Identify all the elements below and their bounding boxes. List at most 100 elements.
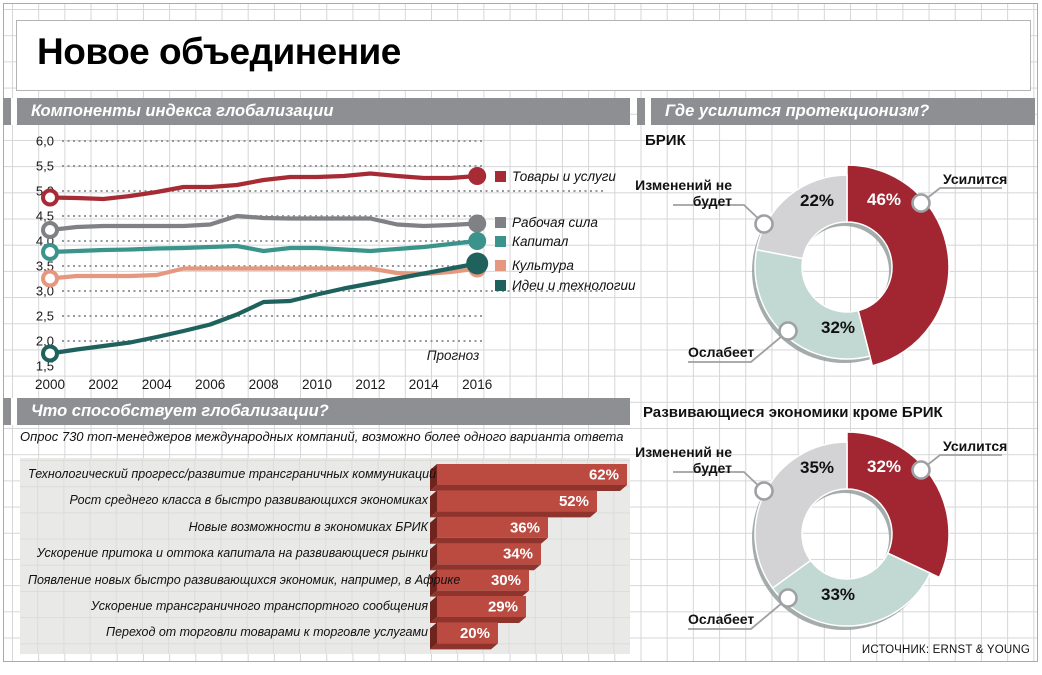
slice-label-strengthen: Усилится: [943, 171, 1008, 187]
line-chart-legend: Товары и услуги Рабочая сила Капитал Культу…: [495, 135, 645, 300]
bar-chart-labels: Технологический прогресс/развитие трансг…: [20, 458, 630, 654]
donut-title-bric: БРИК: [645, 132, 686, 149]
legend-label: Рабочая сила: [512, 215, 598, 230]
line-chart: 6,05,55,04,54,03,53,02,52,01,52000200220…: [35, 135, 603, 392]
bar-category-label: Ускорение притока и оттока капитала на р…: [36, 546, 428, 561]
bar-chart-panel: 62% 52% 36% 34% 30% 29% 20% Технологический пр…: [20, 458, 630, 654]
section-header-text: Что способствует глобализации?: [31, 402, 329, 420]
legend-item: Рабочая сила: [495, 215, 598, 231]
series-line: [47, 261, 480, 356]
title-box: Новое объединение: [16, 20, 1031, 91]
x-axis-tick: 2012: [355, 377, 385, 392]
bar-value-label: 62%: [589, 467, 619, 484]
bar: [437, 622, 498, 644]
bar-bottom-bevel: [430, 537, 548, 544]
section-header-protectionism: Где усилится протекционизм?: [637, 98, 1035, 125]
bar-chart: 62%52% 36% 34% 30% 29% 20%: [430, 464, 627, 650]
x-axis-tick: 2006: [195, 377, 225, 392]
legend-item: Идеи и технологии: [495, 278, 636, 294]
leader-dot-icon: [778, 321, 798, 341]
bar-bottom-bevel: [430, 643, 498, 650]
slice-label-strengthen: Усилится: [943, 438, 1008, 454]
series-end-marker: [468, 167, 487, 185]
bar-category-label: Новые возможности в экономиках БРИК: [188, 519, 428, 534]
series-start-marker: [41, 221, 59, 239]
leader-line: [688, 330, 789, 363]
bar-left-bevel: [430, 464, 437, 491]
leader-dot-icon: [911, 460, 931, 480]
bar: [437, 516, 548, 538]
bar-bottom-bevel: [430, 564, 541, 571]
legend-label: Идеи и технологии: [512, 278, 636, 293]
donut-chart-bric: Изменений не будет 22% 46% Усилится Осла…: [635, 140, 1042, 392]
source-note: ИСТОЧНИК: ERNST & YOUNG: [861, 644, 1030, 656]
section-header-components: Компоненты индекса глобализации: [3, 98, 630, 125]
bar: [437, 490, 597, 512]
bar: [437, 543, 541, 565]
donut-slice: [754, 248, 871, 360]
leader-dot-icon: [754, 481, 774, 501]
bar-value-label: 30%: [491, 572, 521, 589]
series-line: [47, 238, 480, 255]
x-axis-tick: 2002: [88, 377, 118, 392]
legend-label: Культура: [512, 258, 574, 273]
y-axis-tick: 2,5: [36, 309, 54, 324]
bar-chart-subtitle: Опрос 730 топ-менеджеров международных к…: [20, 429, 624, 444]
legend-item: Культура: [495, 258, 574, 274]
series-start-marker: [41, 269, 59, 288]
donut-title-nonbric: Развивающиеся экономики кроме БРИК: [643, 404, 943, 421]
bar-left-bevel: [430, 569, 437, 597]
bar-value-label: 29%: [488, 599, 518, 616]
x-axis-tick: 2000: [35, 377, 65, 392]
series-line: [47, 171, 480, 202]
y-axis-tick: 5,5: [36, 159, 54, 174]
series-end-marker: [468, 214, 487, 233]
slice-pct-no-change: 22%: [799, 191, 835, 210]
leader-line: [920, 187, 1002, 204]
donut-chart: [673, 431, 1002, 630]
leader-dot-icon: [911, 193, 931, 213]
bar: [437, 464, 627, 485]
bar-left-bevel: [430, 596, 437, 623]
donut-chart: [673, 164, 1002, 367]
legend-item: Товары и услуги: [495, 169, 616, 185]
page-title: Новое объединение: [37, 31, 401, 72]
slice-pct-strengthen: 32%: [866, 457, 902, 476]
x-axis-tick: 2016: [462, 377, 492, 392]
bar-value-label: 36%: [510, 519, 540, 536]
legend-label: Капитал: [512, 234, 569, 249]
slice-pct-strengthen: 46%: [866, 190, 902, 209]
leader-dot-icon: [754, 214, 774, 234]
bar-bottom-bevel: [430, 617, 526, 623]
bar-category-label: Ускорение трансграничного транспортного …: [91, 599, 428, 613]
slice-label-weaken: Ослабеет: [688, 344, 755, 360]
bar-left-bevel: [430, 516, 437, 544]
y-axis-tick: 4,5: [36, 209, 54, 224]
bar-value-label: 34%: [503, 546, 533, 563]
legend-swatch-icon: [495, 171, 506, 182]
section-header-drivers: Что способствует глобализации?: [3, 398, 630, 425]
bar-value-label: 20%: [460, 625, 490, 642]
slice-pct-weaken: 32%: [820, 318, 856, 337]
bar-category-label: Технологический прогресс/развитие трансг…: [28, 467, 437, 481]
x-axis-tick: 2010: [302, 377, 332, 392]
slice-label-weaken: Ослабеет: [688, 611, 755, 627]
legend-swatch-icon: [495, 280, 506, 291]
series-start-marker: [41, 344, 59, 363]
bar: [437, 569, 529, 591]
legend-item: Капитал: [495, 234, 568, 250]
slice-pct-weaken: 33%: [820, 585, 856, 604]
series-line: [47, 266, 480, 281]
donut-slice: [754, 441, 848, 590]
x-axis-tick: 2014: [409, 377, 440, 392]
x-axis-tick: 2008: [249, 377, 279, 392]
series-end-marker: [466, 252, 489, 275]
bar-bottom-bevel: [430, 511, 597, 518]
x-axis-tick: 2004: [142, 377, 173, 392]
bar-bottom-bevel: [430, 485, 627, 491]
series-start-marker: [41, 243, 59, 261]
bar-left-bevel: [430, 543, 437, 571]
legend-label: Товары и услуги: [512, 169, 616, 184]
leader-line: [688, 597, 789, 630]
bar-category-label: Рост среднего класса в быстро развивающи…: [69, 493, 428, 508]
